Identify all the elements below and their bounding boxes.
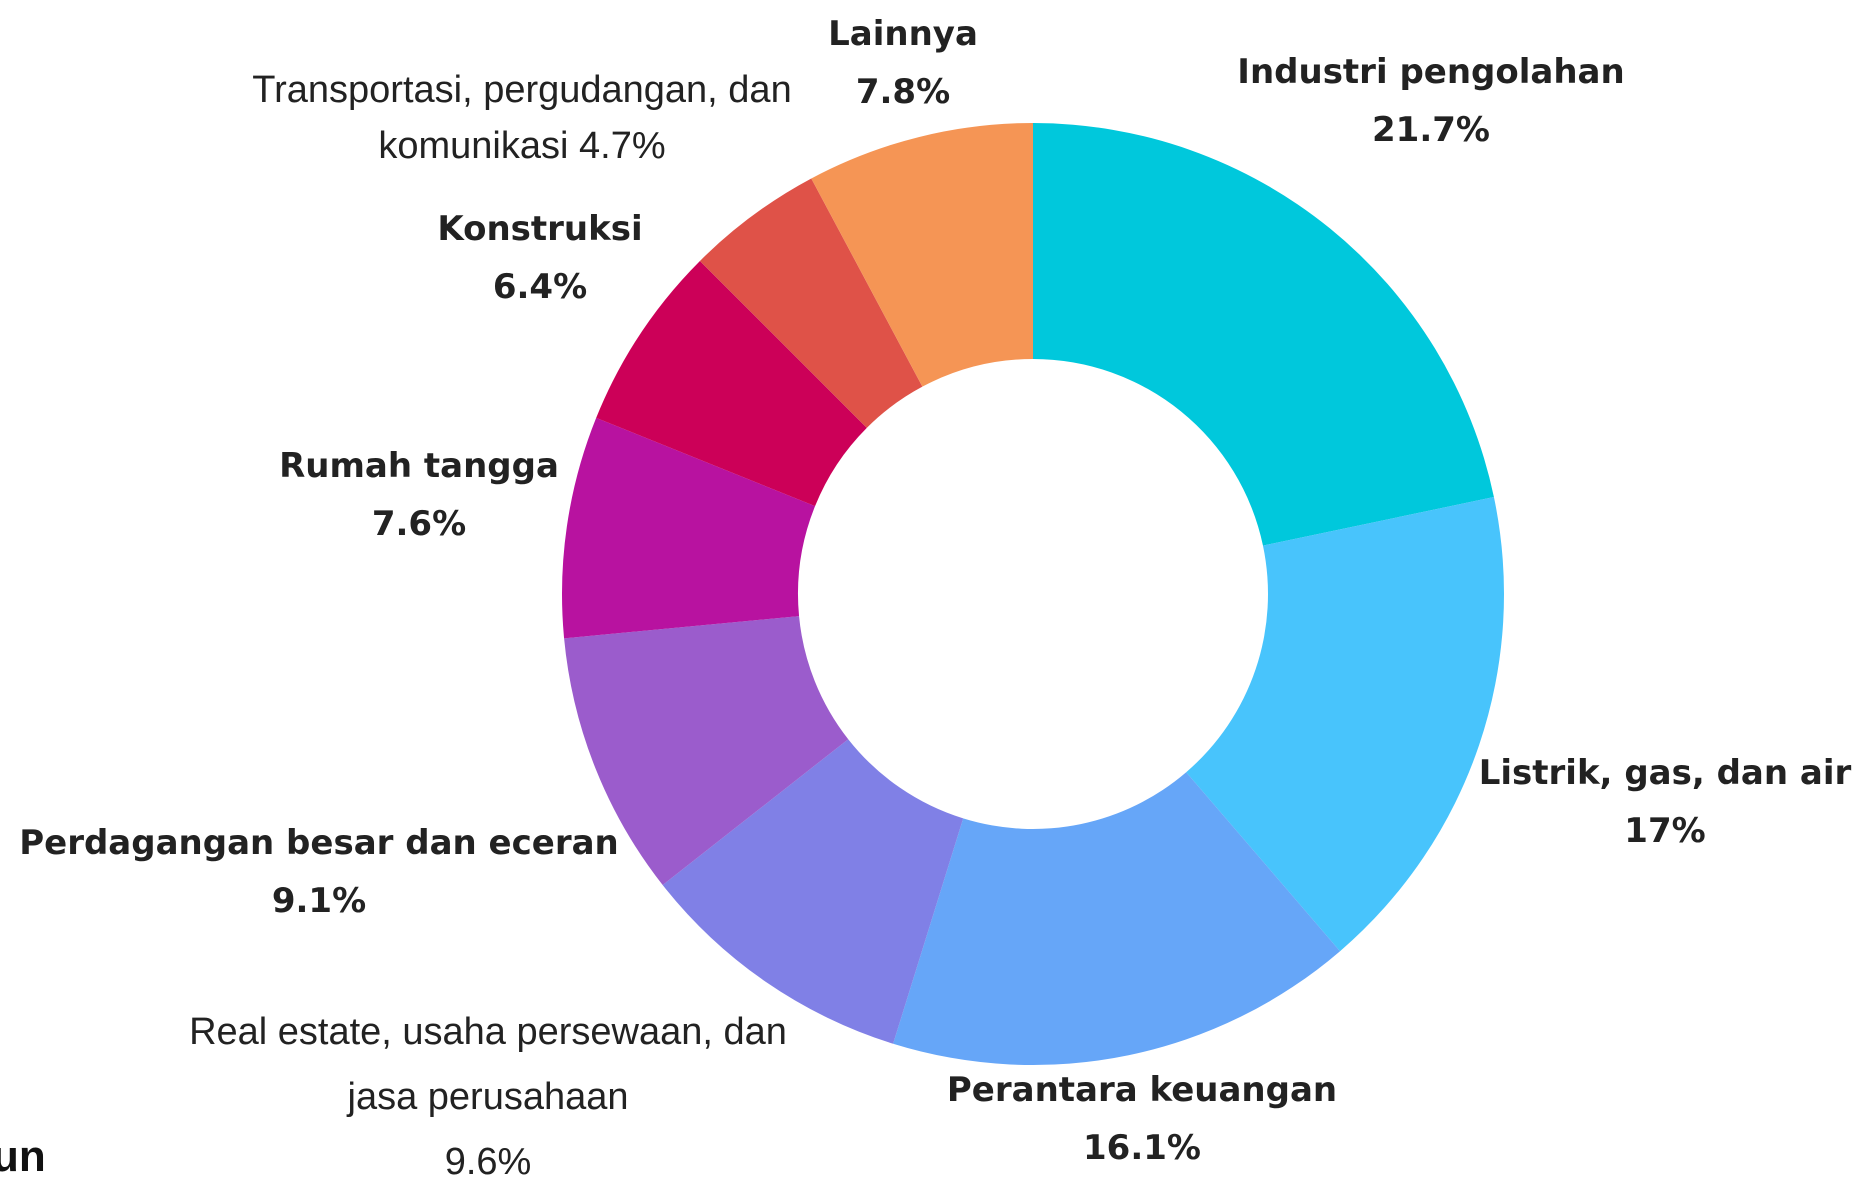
page: un (() => { const data = JSON.parse(docu…	[0, 5, 1867, 1183]
slice	[596, 260, 867, 507]
category-name: Rumah tangga	[279, 446, 559, 486]
slice	[1033, 123, 1494, 546]
slice-label: Real estate, usaha persewaan, dan jasa p…	[188, 1000, 788, 1195]
value-label: 17%	[1624, 811, 1706, 851]
category-name: Listrik, gas, dan air	[1478, 753, 1852, 793]
slice	[811, 123, 1033, 387]
value-label: 7.6%	[371, 504, 467, 544]
value-label: 9.1%	[271, 881, 367, 921]
slice	[1186, 497, 1504, 952]
category-name: Perdagangan besar dan eceran	[19, 823, 619, 863]
category-name: Industri pengolahan	[1237, 52, 1625, 92]
slice-label: Transportasi, pergudangan, dan komunikas…	[222, 62, 822, 174]
slice	[562, 417, 816, 639]
value-label: 7.8%	[855, 72, 951, 112]
slice	[662, 739, 964, 1044]
slice-label: Industri pengolahan 21.7%	[1171, 43, 1691, 159]
value-label: 6.4%	[492, 267, 588, 307]
category-name: Perantara keuangan	[946, 1070, 1338, 1110]
value-label: 4.7%	[579, 125, 666, 167]
slice-label: Lainnya 7.8%	[753, 5, 1053, 121]
value-label: 21.7%	[1372, 110, 1490, 150]
category-name: Real estate, usaha persewaan, dan jasa p…	[189, 1011, 787, 1118]
slice-label: Perantara keuangan 16.1%	[882, 1061, 1402, 1177]
value-label: 16.1%	[1083, 1128, 1201, 1168]
chart	[562, 123, 1504, 1065]
slice	[564, 616, 849, 886]
category-name: Konstruksi	[437, 209, 643, 249]
slice-label: Perdagangan besar dan eceran 9.1%	[9, 814, 629, 930]
slice	[893, 772, 1341, 1065]
slice-label: Rumah tangga 7.6%	[219, 437, 619, 553]
value-label: 9.6%	[444, 1141, 532, 1183]
cropped-text: un	[0, 1132, 46, 1181]
slice-label: Konstruksi 6.4%	[340, 200, 740, 316]
slice	[699, 178, 923, 428]
slice-label: Listrik, gas, dan air 17%	[1405, 744, 1867, 860]
category-name: Transportasi, pergudangan, dan komunikas…	[252, 69, 792, 167]
category-name: Lainnya	[828, 14, 978, 54]
